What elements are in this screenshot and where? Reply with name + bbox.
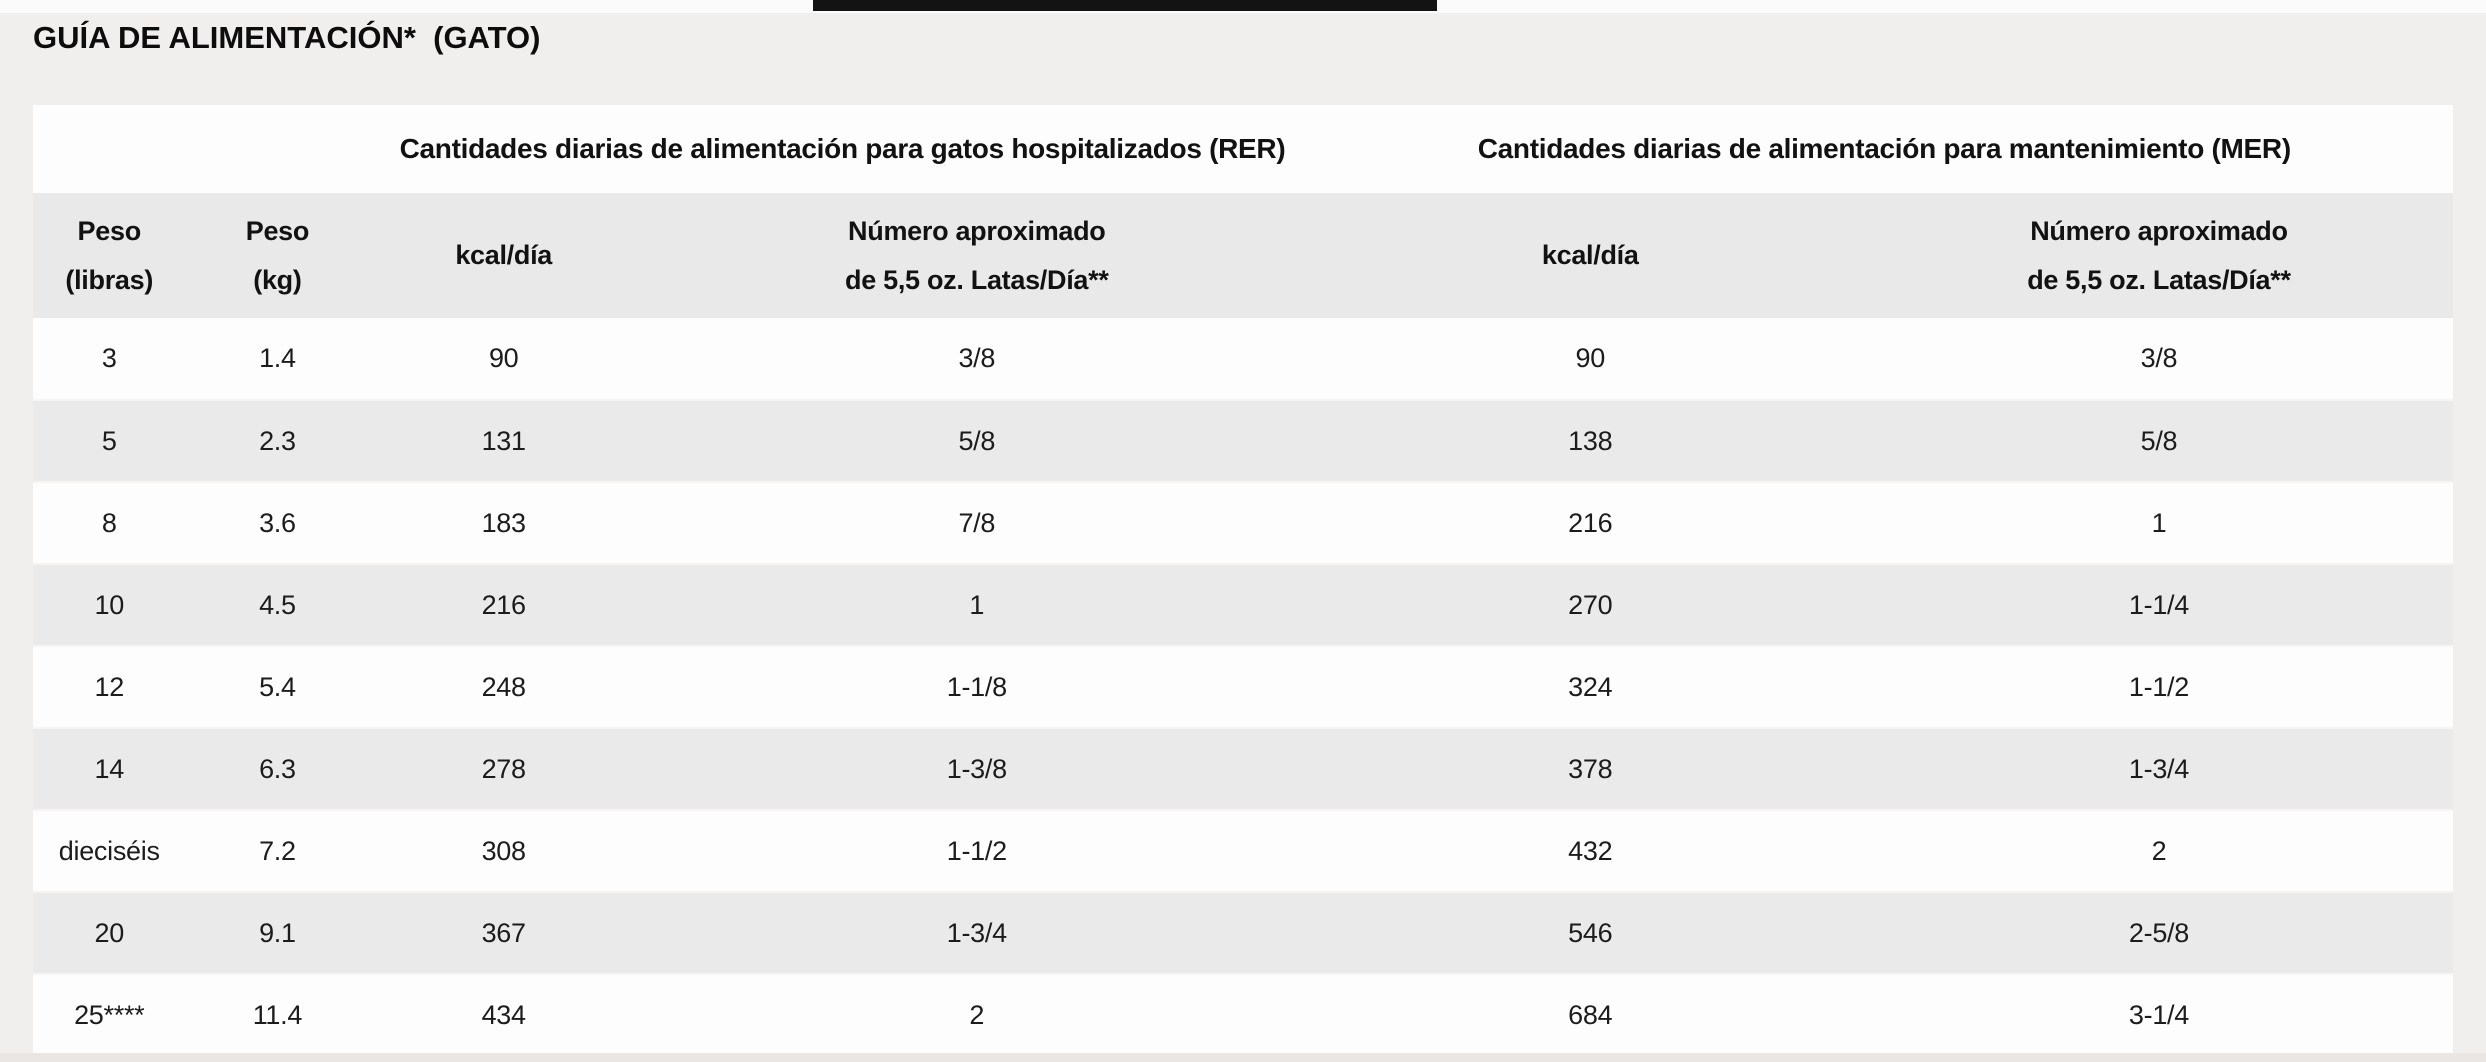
column-header-line1: Número aproximado	[848, 215, 1106, 246]
table-cell: 248	[369, 646, 638, 728]
table-cell: 1-1/8	[637, 646, 1316, 728]
table-cell: 1-3/8	[637, 727, 1316, 811]
table-cell: 9.1	[185, 891, 370, 975]
table-cell: 2.3	[185, 399, 370, 483]
column-header-line1: Número aproximado	[2030, 215, 2288, 246]
column-header-line2: de 5,5 oz. Latas/Día**	[845, 264, 1109, 295]
table-cell: 4.5	[185, 563, 370, 647]
table-cell: 1-1/2	[637, 810, 1316, 892]
table-cell: 138	[1315, 399, 1865, 483]
table-cell: 1-1/4	[1864, 563, 2453, 647]
table-cell: 14	[33, 727, 186, 811]
column-header-5: Número aproximado de 5,5 oz. Latas/Día**	[1864, 193, 2453, 318]
table-cell: 1-3/4	[1864, 727, 2453, 811]
table-row-3: 10 4.5 216 1 270 1-1/4	[33, 563, 2453, 647]
table-row-8: 25**** 11.4 434 2 684 3-1/4	[33, 974, 2453, 1056]
table-cell: 90	[1315, 318, 1865, 400]
table-cell: 432	[1315, 810, 1865, 892]
group-header-spacer	[33, 105, 370, 193]
table-cell: 378	[1315, 727, 1865, 811]
column-header-line1: kcal/día	[1541, 240, 1639, 271]
column-header-0: Peso (libras)	[33, 193, 186, 318]
column-header-4: kcal/día	[1315, 193, 1865, 318]
table-cell: 5/8	[637, 399, 1316, 483]
column-header-line2: (kg)	[253, 264, 302, 295]
table-cell: 270	[1315, 563, 1865, 647]
table-cell: 25****	[33, 974, 186, 1056]
column-header-line1: kcal/día	[455, 240, 552, 271]
table-row-7: 20 9.1 367 1-3/4 546 2-5/8	[33, 891, 2453, 975]
table-cell: 183	[369, 482, 638, 564]
column-header-2: kcal/día	[369, 193, 638, 318]
table-cell: 12	[33, 646, 186, 728]
column-header-3: Número aproximado de 5,5 oz. Latas/Día**	[637, 193, 1316, 318]
table-cell: 11.4	[185, 974, 370, 1056]
table-cell: 1	[637, 563, 1316, 647]
table-row-2: 8 3.6 183 7/8 216 1	[33, 482, 2453, 564]
table-cell: 434	[369, 974, 638, 1056]
table-cell: 1-3/4	[637, 891, 1316, 975]
table-cell: 216	[1315, 482, 1865, 564]
table-cell: 278	[369, 727, 638, 811]
table-cell: 3/8	[1864, 318, 2453, 400]
table-cell: 367	[369, 891, 638, 975]
page-title: GUÍA DE ALIMENTACIÓN* (GATO)	[33, 20, 541, 55]
table-row-4: 12 5.4 248 1-1/8 324 1-1/2	[33, 646, 2453, 728]
table-cell: dieciséis	[33, 810, 186, 892]
table-cell: 2	[1864, 810, 2453, 892]
bottom-strip	[0, 1053, 2486, 1062]
table-cell: 684	[1315, 974, 1865, 1056]
column-header-1: Peso (kg)	[185, 193, 370, 318]
column-header-line1: Peso	[245, 215, 310, 246]
table-cell: 20	[33, 891, 186, 975]
table-cell: 10	[33, 563, 186, 647]
table-cell: 324	[1315, 646, 1865, 728]
table-cell: 1	[1864, 482, 2453, 564]
table-cell: 546	[1315, 891, 1865, 975]
table-cell: 3.6	[185, 482, 370, 564]
feeding-guide-table: Cantidades diarias de alimentación para …	[33, 105, 2453, 1056]
column-header-row: Peso (libras) Peso (kg) kcal/día Número aprox…	[33, 193, 2453, 318]
table-cell: 3-1/4	[1864, 974, 2453, 1056]
table-cell: 1-1/2	[1864, 646, 2453, 728]
table-cell: 5.4	[185, 646, 370, 728]
table-cell: 7/8	[637, 482, 1316, 564]
table-cell: 308	[369, 810, 638, 892]
table-cell: 3/8	[637, 318, 1316, 400]
table-row-1: 5 2.3 131 5/8 138 5/8	[33, 399, 2453, 483]
table-cell: 1.4	[185, 318, 370, 400]
table-cell: 5	[33, 399, 186, 483]
table-cell: 2-5/8	[1864, 891, 2453, 975]
group-header-row: Cantidades diarias de alimentación para …	[33, 105, 2453, 193]
column-header-line1: Peso	[77, 215, 142, 246]
table-row-0: 3 1.4 90 3/8 90 3/8	[33, 318, 2453, 400]
table-cell: 90	[369, 318, 638, 400]
table-cell: 7.2	[185, 810, 370, 892]
top-black-bar	[813, 0, 1437, 11]
group-header-mer: Cantidades diarias de alimentación para …	[1315, 105, 2453, 193]
table-row-6: dieciséis 7.2 308 1-1/2 432 2	[33, 810, 2453, 892]
table-cell: 216	[369, 563, 638, 647]
table-cell: 3	[33, 318, 186, 400]
feeding-guide-table-wrap: Cantidades diarias de alimentación para …	[33, 105, 2453, 1056]
table-cell: 6.3	[185, 727, 370, 811]
table-cell: 5/8	[1864, 399, 2453, 483]
column-header-line2: de 5,5 oz. Latas/Día**	[2027, 264, 2291, 295]
group-header-rer: Cantidades diarias de alimentación para …	[369, 105, 1316, 193]
column-header-line2: (libras)	[65, 264, 154, 295]
table-cell: 131	[369, 399, 638, 483]
table-cell: 2	[637, 974, 1316, 1056]
table-row-5: 14 6.3 278 1-3/8 378 1-3/4	[33, 727, 2453, 811]
table-cell: 8	[33, 482, 186, 564]
